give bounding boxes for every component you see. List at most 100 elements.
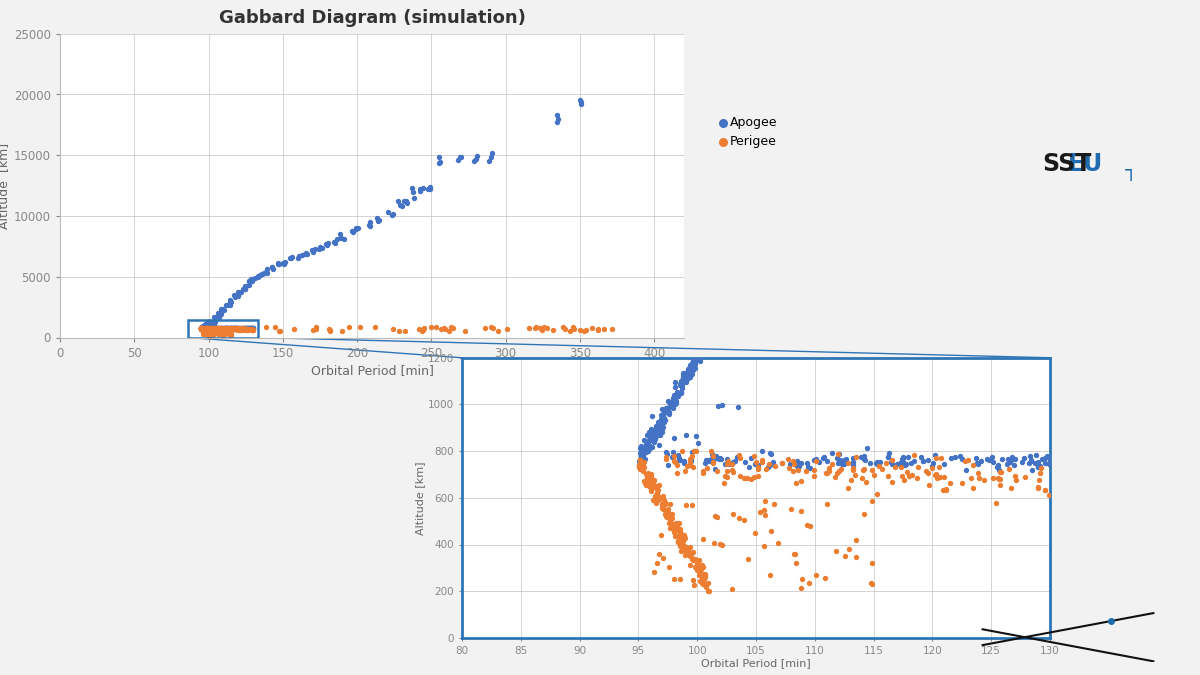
Point	[902, 470, 922, 481]
Apogee	[194, 321, 214, 332]
Point	[709, 454, 728, 464]
Apogee	[198, 317, 217, 328]
Apogee	[242, 323, 262, 334]
Point	[643, 477, 662, 488]
Point	[682, 551, 701, 562]
Point	[792, 583, 811, 593]
Point	[634, 464, 653, 475]
Perigee	[204, 325, 223, 336]
Apogee	[196, 323, 215, 334]
Point	[643, 475, 662, 485]
Point	[665, 389, 684, 400]
Perigee	[220, 323, 239, 334]
Point	[718, 456, 737, 466]
Point	[670, 455, 689, 466]
Point	[656, 403, 676, 414]
Point	[839, 483, 858, 494]
Apogee	[200, 317, 220, 328]
Perigee	[197, 327, 216, 338]
Apogee	[193, 321, 212, 332]
Point	[708, 465, 727, 476]
Perigee	[197, 327, 216, 338]
Point	[986, 461, 1006, 472]
Apogee	[547, 109, 566, 120]
Perigee	[196, 325, 215, 336]
Apogee	[197, 323, 216, 333]
Point	[962, 473, 982, 484]
Perigee	[199, 329, 218, 340]
Point	[694, 570, 713, 581]
Point	[683, 363, 702, 374]
Point	[734, 457, 754, 468]
Apogee	[360, 217, 379, 227]
Apogee	[194, 321, 214, 332]
Perigee	[196, 326, 215, 337]
Perigee	[193, 324, 212, 335]
Perigee	[199, 329, 218, 340]
Point	[694, 573, 713, 584]
Apogee	[199, 317, 218, 328]
Perigee	[234, 323, 253, 334]
Point	[798, 520, 817, 531]
Point	[826, 472, 845, 483]
Point	[744, 451, 763, 462]
Point	[1002, 483, 1021, 493]
Apogee	[212, 323, 232, 334]
Perigee	[197, 327, 216, 338]
Apogee	[214, 323, 233, 333]
Apogee	[235, 323, 254, 333]
Perigee	[239, 324, 258, 335]
Perigee	[193, 324, 212, 335]
Point	[653, 502, 672, 513]
Apogee	[282, 252, 301, 263]
Point	[934, 484, 953, 495]
Point	[685, 349, 704, 360]
Point	[1021, 455, 1040, 466]
Point	[668, 391, 688, 402]
Point	[930, 462, 949, 472]
Apogee	[196, 320, 215, 331]
Point	[683, 554, 702, 564]
Perigee	[211, 323, 230, 334]
Perigee	[193, 324, 212, 335]
Perigee	[193, 324, 212, 335]
Point	[658, 512, 677, 522]
Apogee	[254, 268, 274, 279]
Apogee	[196, 321, 215, 331]
Apogee	[419, 184, 438, 194]
Apogee	[217, 323, 236, 333]
Point	[883, 458, 902, 469]
Perigee	[193, 324, 212, 335]
Perigee	[196, 327, 215, 338]
Point	[650, 421, 670, 431]
Point	[769, 230, 788, 241]
Point	[918, 455, 937, 466]
Point	[637, 441, 656, 452]
Apogee	[198, 318, 217, 329]
Apogee	[197, 323, 216, 333]
Point	[644, 434, 664, 445]
Point	[880, 448, 899, 459]
Point	[847, 551, 866, 562]
Point	[817, 456, 836, 466]
Point	[694, 570, 713, 580]
Perigee	[193, 325, 212, 335]
Point	[634, 444, 653, 455]
Point	[990, 474, 1009, 485]
Apogee	[239, 275, 258, 286]
Apogee	[215, 323, 234, 333]
Point	[653, 500, 672, 511]
Point	[671, 386, 690, 397]
Point	[655, 414, 674, 425]
Point	[692, 578, 712, 589]
Perigee	[198, 328, 217, 339]
Apogee	[197, 319, 216, 329]
Apogee	[245, 273, 264, 284]
Apogee	[220, 323, 239, 333]
Apogee	[198, 317, 217, 328]
Perigee	[205, 324, 224, 335]
Apogee	[379, 207, 398, 218]
Apogee	[197, 319, 216, 330]
Point	[979, 455, 998, 466]
Apogee	[330, 229, 349, 240]
